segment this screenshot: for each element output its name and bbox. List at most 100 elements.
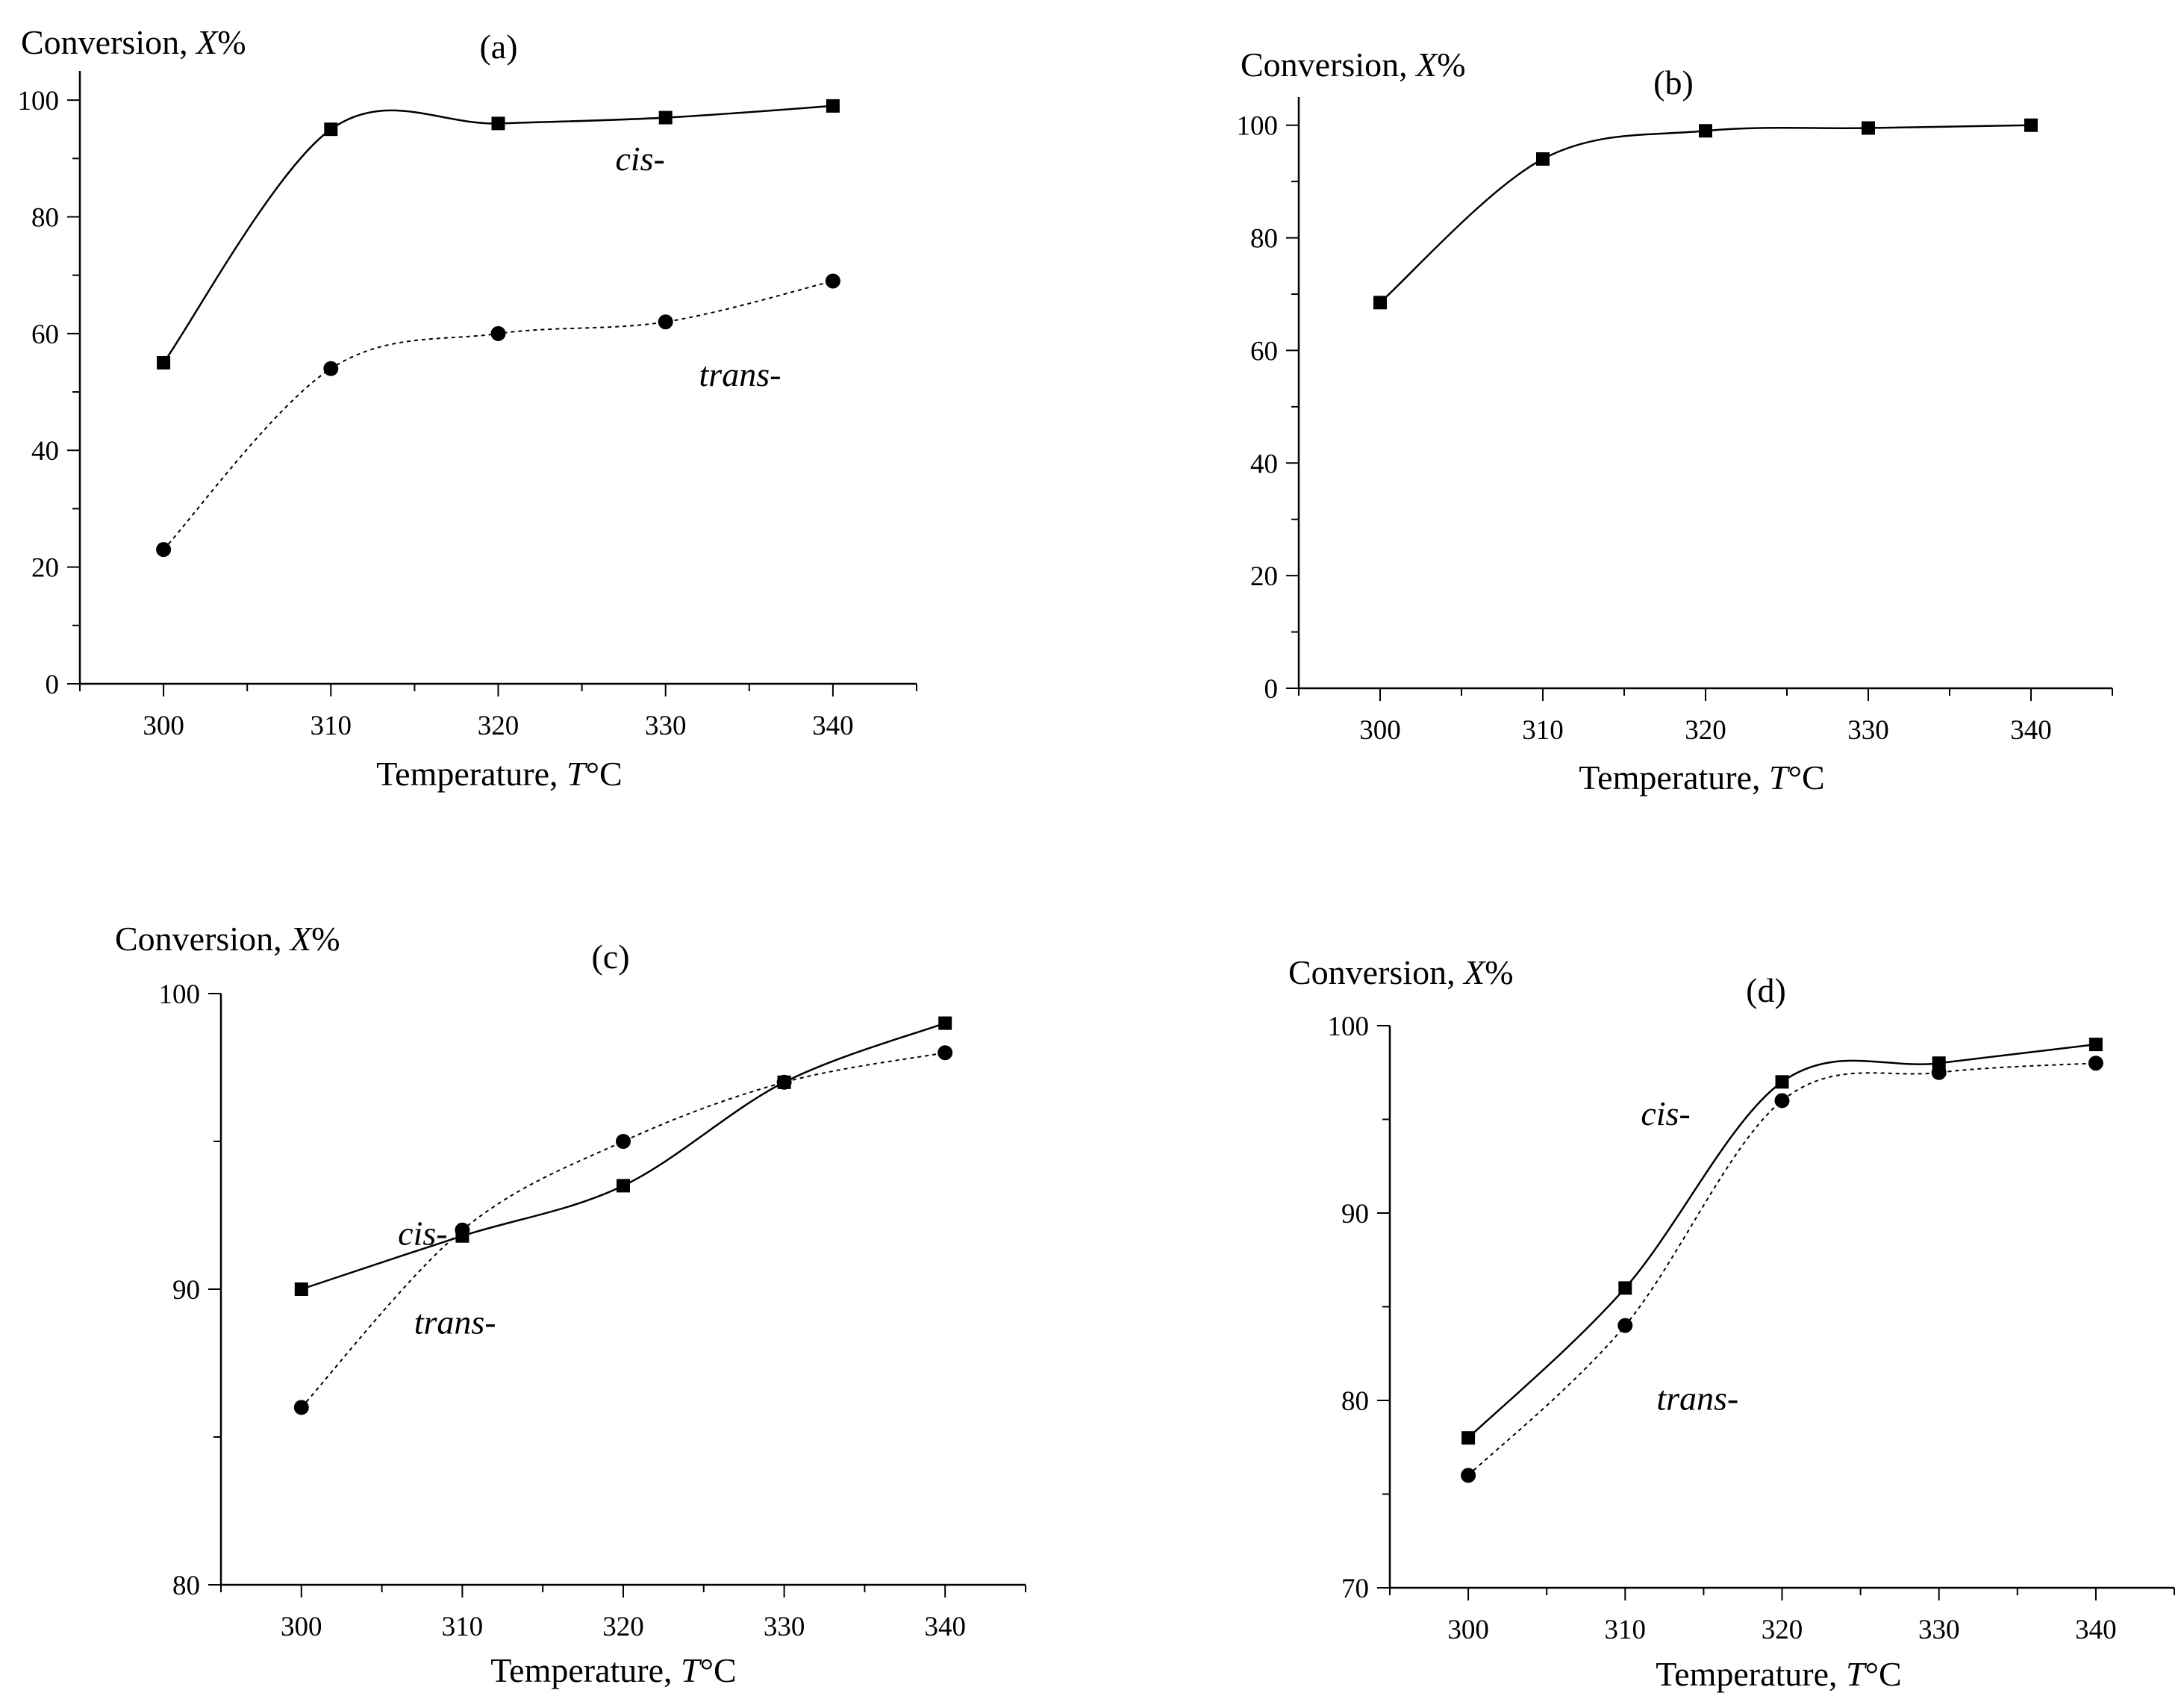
panel-label: (b)	[1653, 63, 1694, 102]
y-axis-title-text: Conversion,	[1241, 46, 1416, 84]
y-tick-label: 0	[46, 670, 60, 700]
y-tick-label: 90	[1341, 1199, 1369, 1229]
y-tick-label: 60	[1250, 336, 1278, 367]
panel-3: 300 310 320 330 340 70 80 90 100 Conversion, X% Te…	[1288, 953, 2175, 1693]
series-label-cis: cis-	[398, 1215, 447, 1253]
x-tick-label: 300	[1447, 1615, 1489, 1645]
data-point-square	[1373, 296, 1387, 310]
x-axis-title-unit: °C	[700, 1651, 737, 1689]
y-tick-label: 100	[159, 979, 201, 1010]
data-point-circle	[323, 361, 339, 376]
x-axis-title-unit: °C	[1788, 758, 1825, 797]
panel-label: (c)	[591, 938, 629, 976]
x-tick-label: 320	[1685, 715, 1726, 746]
x-tick-label: 340	[2010, 715, 2052, 746]
x-tick-label: 330	[1918, 1615, 1960, 1645]
y-tick-label: 20	[1250, 561, 1278, 592]
x-tick-label: 310	[311, 711, 352, 741]
y-tick-label: 90	[172, 1275, 200, 1306]
y-axis-title: Conversion, X%	[1288, 953, 1514, 991]
x-axis-title-text: Temperature,	[1656, 1655, 1846, 1693]
x-axis-title-text: Temperature,	[376, 755, 567, 793]
x-tick-label: 320	[1762, 1615, 1803, 1645]
data-point-square	[1775, 1075, 1789, 1089]
series-label-trans: trans-	[414, 1303, 496, 1341]
x-axis-title: Temperature, T°C	[490, 1651, 736, 1689]
x-tick-label: 330	[645, 711, 687, 741]
data-point-circle	[658, 314, 673, 330]
y-axis-title: Conversion, X%	[21, 23, 246, 61]
x-tick-label: 340	[812, 711, 854, 741]
data-point-square	[938, 1016, 952, 1030]
data-point-circle	[293, 1400, 309, 1415]
series-label-trans: trans-	[1656, 1380, 1738, 1418]
x-tick-label: 320	[602, 1612, 644, 1642]
data-point-circle	[455, 1222, 470, 1238]
y-axis-title-var: X	[1414, 46, 1438, 84]
y-axis-title-var: X	[1462, 953, 1486, 991]
x-tick-label: 320	[478, 711, 520, 741]
data-point-circle	[937, 1045, 953, 1061]
y-tick-label: 0	[1264, 674, 1279, 705]
y-tick-label: 20	[31, 553, 59, 584]
panel-label: (a)	[479, 28, 517, 66]
y-axis-title-text: Conversion,	[21, 23, 196, 61]
y-tick-label: 100	[1237, 111, 1279, 142]
data-point-square	[2088, 1038, 2103, 1052]
x-axis-title-text: Temperature,	[490, 1651, 681, 1689]
y-axis-title: Conversion, X%	[115, 920, 340, 958]
data-point-square	[294, 1282, 308, 1296]
x-axis-title: Temperature, T°C	[1579, 758, 1824, 797]
data-point-square	[1536, 152, 1550, 166]
data-point-square	[1862, 121, 1875, 135]
series-line-main	[1379, 124, 2032, 304]
y-tick-label: 40	[31, 436, 59, 467]
y-tick-label: 70	[1341, 1574, 1369, 1604]
data-point-square	[491, 116, 505, 131]
data-point-circle	[1774, 1093, 1790, 1109]
data-point-circle	[776, 1074, 792, 1090]
data-point-square	[324, 122, 338, 137]
series-label-cis: cis-	[1641, 1094, 1690, 1132]
panel-1: 300 310 320 330 340 0 20 40 60 80 100 Conversion, X…	[1237, 46, 2113, 797]
x-tick-label: 340	[2075, 1615, 2117, 1645]
x-tick-label: 300	[281, 1612, 322, 1642]
data-point-square	[658, 110, 673, 125]
x-tick-label: 310	[1605, 1615, 1647, 1645]
x-tick-label: 300	[1359, 715, 1401, 746]
x-axis-title-text: Temperature,	[1579, 758, 1769, 797]
data-point-circle	[490, 325, 506, 341]
y-tick-label: 80	[172, 1571, 200, 1601]
x-axis-title-var: T	[1769, 758, 1791, 797]
series-line-trans	[163, 280, 834, 550]
series-line-cis	[163, 105, 833, 364]
y-axis-title-var: X	[195, 23, 219, 61]
x-tick-label: 310	[1522, 715, 1564, 746]
y-tick-label: 60	[31, 319, 59, 350]
y-tick-label: 80	[1341, 1386, 1369, 1417]
x-axis-title: Temperature, T°C	[376, 755, 622, 793]
y-axis-title-unit: %	[311, 920, 340, 958]
x-axis-title-unit: °C	[1865, 1655, 1902, 1693]
data-point-circle	[156, 542, 172, 558]
y-tick-label: 40	[1250, 449, 1278, 479]
data-point-square	[826, 99, 840, 113]
y-axis-title-unit: %	[1485, 953, 1513, 991]
series-label-trans: trans-	[699, 355, 781, 393]
x-tick-label: 340	[924, 1612, 966, 1642]
data-point-circle	[1931, 1064, 1947, 1080]
x-axis-title-var: T	[681, 1651, 702, 1689]
y-tick-label: 80	[31, 202, 59, 233]
panel-2: 300 310 320 330 340 80 90 100 Conversion, X% Temp…	[115, 920, 1026, 1689]
y-tick-label: 100	[1328, 1011, 1370, 1042]
x-axis-title-var: T	[567, 755, 588, 793]
data-point-square	[1618, 1281, 1632, 1295]
data-point-circle	[2088, 1056, 2103, 1071]
y-axis-title-text: Conversion,	[1288, 953, 1464, 991]
y-tick-label: 80	[1250, 224, 1278, 255]
data-point-circle	[1461, 1468, 1476, 1483]
y-tick-label: 100	[18, 86, 60, 116]
data-point-square	[2024, 118, 2038, 132]
series-line-cis	[1467, 1043, 2097, 1439]
